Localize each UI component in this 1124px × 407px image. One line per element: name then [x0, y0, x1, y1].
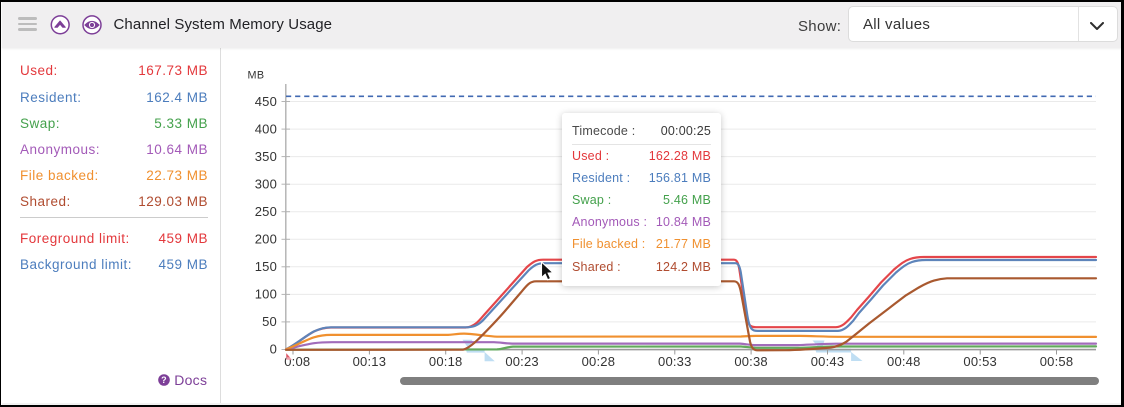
svg-text:00:23: 00:23: [505, 354, 539, 369]
svg-text:0:08: 0:08: [284, 354, 310, 369]
svg-text:00:38: 00:38: [734, 354, 768, 369]
svg-text:200: 200: [255, 232, 277, 247]
svg-text:100: 100: [255, 287, 277, 302]
svg-text:00:58: 00:58: [1040, 354, 1074, 369]
svg-text:00:43: 00:43: [811, 354, 845, 369]
svg-text:00:53: 00:53: [963, 354, 997, 369]
svg-text:?: ?: [161, 375, 167, 385]
svg-text:MB: MB: [248, 69, 265, 81]
svg-text:00:28: 00:28: [582, 354, 616, 369]
svg-text:0: 0: [270, 342, 277, 357]
svg-text:00:33: 00:33: [658, 354, 692, 369]
svg-text:250: 250: [255, 204, 277, 219]
svg-text:450: 450: [255, 94, 277, 109]
svg-text:50: 50: [262, 314, 277, 329]
svg-text:00:48: 00:48: [887, 354, 921, 369]
svg-text:00:18: 00:18: [429, 354, 463, 369]
svg-text:150: 150: [255, 259, 277, 274]
svg-text:350: 350: [255, 149, 277, 164]
svg-text:300: 300: [255, 177, 277, 192]
svg-text:400: 400: [255, 122, 277, 137]
svg-text:00:13: 00:13: [353, 354, 387, 369]
